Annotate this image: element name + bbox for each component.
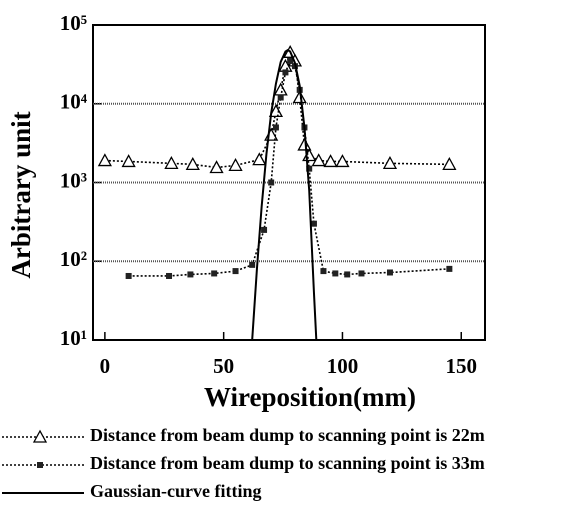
legend-label: Distance from beam dump to scanning poin… xyxy=(90,453,485,473)
marker xyxy=(228,158,243,172)
marker xyxy=(358,270,365,277)
marker xyxy=(211,270,218,277)
marker xyxy=(261,226,268,233)
x-tick-label: 100 xyxy=(327,354,359,378)
marker xyxy=(166,272,173,279)
legend-label: Gaussian-curve fitting xyxy=(90,481,262,501)
marker xyxy=(335,154,350,168)
marker xyxy=(187,271,194,278)
y-tick-label: 10⁵ xyxy=(60,11,87,35)
marker xyxy=(446,265,453,272)
marker xyxy=(292,90,307,104)
marker xyxy=(252,152,267,166)
marker xyxy=(310,220,317,227)
legend-marker xyxy=(32,429,48,443)
marker xyxy=(311,153,326,167)
marker xyxy=(277,94,284,101)
marker xyxy=(306,165,313,172)
series-line xyxy=(251,48,318,340)
marker xyxy=(323,154,338,168)
marker xyxy=(386,269,393,276)
legend-label: Distance from beam dump to scanning poin… xyxy=(90,425,485,445)
marker xyxy=(125,272,132,279)
y-tick-label: 10¹ xyxy=(60,326,87,350)
marker xyxy=(272,124,279,131)
marker xyxy=(442,156,457,171)
marker xyxy=(302,148,317,162)
marker xyxy=(282,69,289,76)
x-tick-label: 150 xyxy=(445,354,477,378)
marker xyxy=(320,268,327,275)
marker xyxy=(297,137,312,151)
x-tick-label: 0 xyxy=(100,354,111,378)
marker xyxy=(344,271,351,278)
marker xyxy=(332,270,339,277)
marker xyxy=(209,160,224,174)
plot-series xyxy=(97,44,457,340)
marker xyxy=(164,156,179,170)
y-tick-label: 10² xyxy=(60,247,87,271)
y-axis-label: Arbitrary unit xyxy=(6,111,36,278)
marker xyxy=(97,153,112,167)
y-tick-label: 10³ xyxy=(60,168,87,192)
x-axis-label: Wireposition(mm) xyxy=(204,382,416,412)
marker xyxy=(121,154,136,168)
marker xyxy=(287,57,294,64)
marker xyxy=(268,179,275,186)
marker xyxy=(185,156,200,171)
y-tick-label: 10⁴ xyxy=(60,90,88,114)
marker xyxy=(382,156,398,170)
x-tick-label: 50 xyxy=(213,354,234,378)
legend-marker xyxy=(37,462,43,468)
marker xyxy=(249,261,256,268)
marker xyxy=(232,268,239,275)
